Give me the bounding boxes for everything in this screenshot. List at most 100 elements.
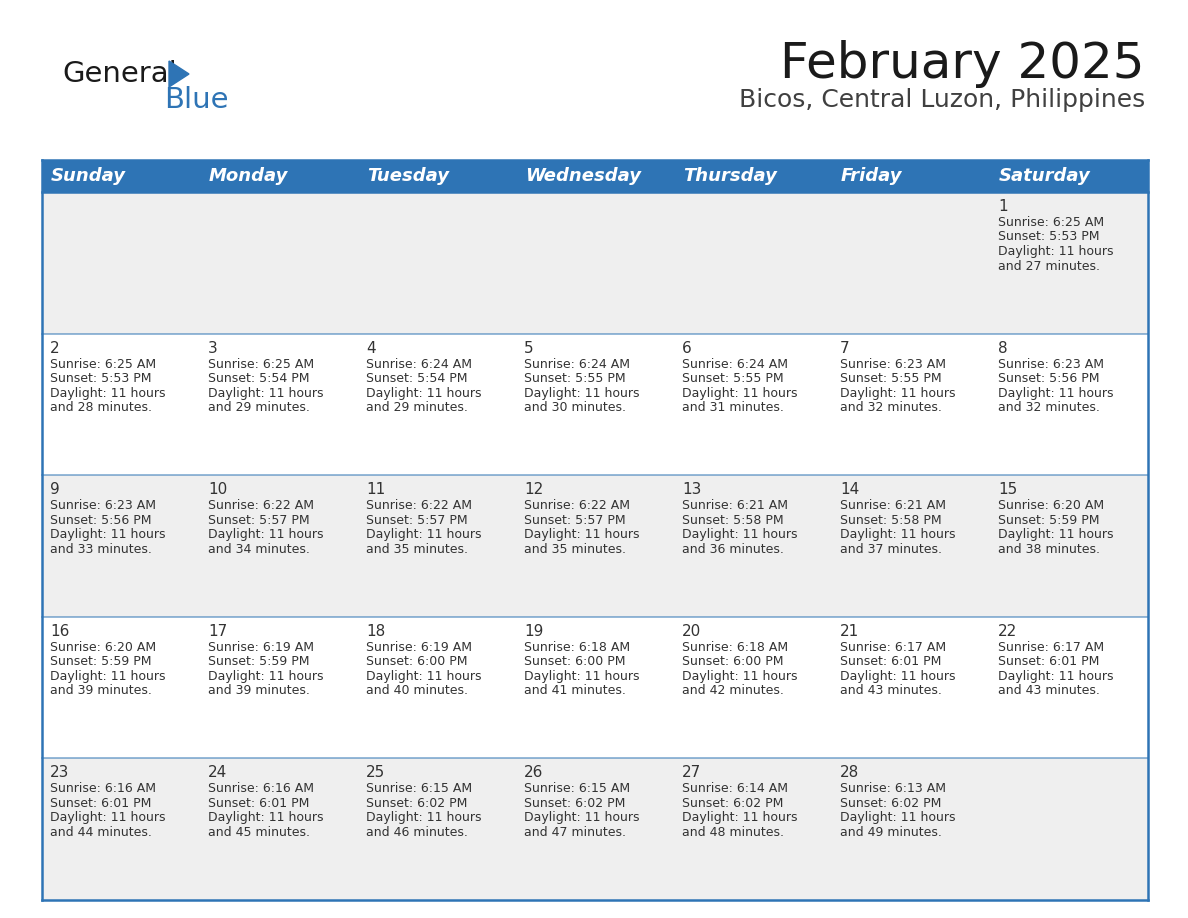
Text: Sunset: 6:01 PM: Sunset: 6:01 PM (998, 655, 1099, 668)
Text: 6: 6 (682, 341, 691, 355)
Text: and 41 minutes.: and 41 minutes. (524, 684, 626, 698)
Text: Sunset: 6:01 PM: Sunset: 6:01 PM (208, 797, 309, 810)
Bar (516, 758, 674, 900)
Text: Daylight: 11 hours: Daylight: 11 hours (840, 670, 955, 683)
Bar (516, 476, 674, 617)
Text: 1: 1 (998, 199, 1007, 214)
Text: 27: 27 (682, 766, 701, 780)
Bar (358, 758, 516, 900)
Bar (200, 192, 358, 333)
Text: Sunrise: 6:22 AM: Sunrise: 6:22 AM (366, 499, 472, 512)
Text: and 47 minutes.: and 47 minutes. (524, 826, 626, 839)
Text: Wednesday: Wednesday (525, 167, 642, 185)
Text: Blue: Blue (164, 86, 228, 114)
Text: 4: 4 (366, 341, 375, 355)
Text: Sunset: 5:55 PM: Sunset: 5:55 PM (682, 372, 784, 385)
Text: Daylight: 11 hours: Daylight: 11 hours (366, 528, 481, 542)
Bar (990, 617, 1148, 758)
Text: Daylight: 11 hours: Daylight: 11 hours (998, 386, 1113, 399)
Text: Daylight: 11 hours: Daylight: 11 hours (682, 386, 797, 399)
Bar (358, 192, 516, 333)
Bar (990, 160, 1148, 192)
Text: and 32 minutes.: and 32 minutes. (998, 401, 1100, 414)
Text: Daylight: 11 hours: Daylight: 11 hours (50, 812, 165, 824)
Text: Sunset: 6:02 PM: Sunset: 6:02 PM (366, 797, 467, 810)
Text: 14: 14 (840, 482, 859, 498)
Text: 3: 3 (208, 341, 217, 355)
Bar (358, 160, 516, 192)
Text: and 35 minutes.: and 35 minutes. (524, 543, 626, 555)
Text: Bicos, Central Luzon, Philippines: Bicos, Central Luzon, Philippines (739, 88, 1145, 112)
Bar (674, 617, 832, 758)
Text: Sunset: 5:56 PM: Sunset: 5:56 PM (50, 514, 152, 527)
Bar (832, 160, 990, 192)
Bar (832, 758, 990, 900)
Text: Sunset: 5:58 PM: Sunset: 5:58 PM (682, 514, 784, 527)
Text: Sunrise: 6:17 AM: Sunrise: 6:17 AM (840, 641, 946, 654)
Text: Monday: Monday (209, 167, 289, 185)
Bar (990, 192, 1148, 333)
Bar (42, 160, 200, 192)
Text: Daylight: 11 hours: Daylight: 11 hours (50, 528, 165, 542)
Text: Sunrise: 6:20 AM: Sunrise: 6:20 AM (998, 499, 1104, 512)
Text: and 42 minutes.: and 42 minutes. (682, 684, 784, 698)
Text: Sunset: 5:53 PM: Sunset: 5:53 PM (50, 372, 152, 385)
Text: Sunset: 5:58 PM: Sunset: 5:58 PM (840, 514, 942, 527)
Text: Sunrise: 6:17 AM: Sunrise: 6:17 AM (998, 641, 1104, 654)
Text: Daylight: 11 hours: Daylight: 11 hours (208, 670, 323, 683)
Text: Daylight: 11 hours: Daylight: 11 hours (682, 670, 797, 683)
Text: and 46 minutes.: and 46 minutes. (366, 826, 468, 839)
Text: Sunrise: 6:19 AM: Sunrise: 6:19 AM (208, 641, 314, 654)
Text: Sunset: 6:00 PM: Sunset: 6:00 PM (366, 655, 468, 668)
Bar (200, 617, 358, 758)
Bar (200, 333, 358, 476)
Text: Sunset: 6:01 PM: Sunset: 6:01 PM (840, 655, 941, 668)
Bar (42, 192, 200, 333)
Text: and 45 minutes.: and 45 minutes. (208, 826, 310, 839)
Text: 12: 12 (524, 482, 543, 498)
Text: Sunrise: 6:15 AM: Sunrise: 6:15 AM (524, 782, 630, 795)
Text: Sunrise: 6:22 AM: Sunrise: 6:22 AM (524, 499, 630, 512)
Text: Sunrise: 6:21 AM: Sunrise: 6:21 AM (840, 499, 946, 512)
Text: Daylight: 11 hours: Daylight: 11 hours (366, 386, 481, 399)
Text: and 36 minutes.: and 36 minutes. (682, 543, 784, 555)
Text: Sunrise: 6:25 AM: Sunrise: 6:25 AM (998, 216, 1104, 229)
Bar (516, 617, 674, 758)
Text: 28: 28 (840, 766, 859, 780)
Text: and 34 minutes.: and 34 minutes. (208, 543, 310, 555)
Bar (674, 192, 832, 333)
Bar (358, 476, 516, 617)
Text: Sunset: 5:57 PM: Sunset: 5:57 PM (208, 514, 310, 527)
Text: Sunrise: 6:24 AM: Sunrise: 6:24 AM (366, 358, 472, 371)
Bar (358, 617, 516, 758)
Text: Daylight: 11 hours: Daylight: 11 hours (840, 812, 955, 824)
Bar (516, 160, 674, 192)
Bar (674, 476, 832, 617)
Text: Sunrise: 6:23 AM: Sunrise: 6:23 AM (998, 358, 1104, 371)
Text: Sunset: 5:59 PM: Sunset: 5:59 PM (998, 514, 1100, 527)
Bar (832, 192, 990, 333)
Text: Daylight: 11 hours: Daylight: 11 hours (208, 386, 323, 399)
Text: 5: 5 (524, 341, 533, 355)
Bar (516, 192, 674, 333)
Text: Daylight: 11 hours: Daylight: 11 hours (840, 528, 955, 542)
Text: 24: 24 (208, 766, 227, 780)
Text: Sunrise: 6:21 AM: Sunrise: 6:21 AM (682, 499, 788, 512)
Text: and 48 minutes.: and 48 minutes. (682, 826, 784, 839)
Text: Daylight: 11 hours: Daylight: 11 hours (524, 670, 639, 683)
Text: and 37 minutes.: and 37 minutes. (840, 543, 942, 555)
Text: 11: 11 (366, 482, 385, 498)
Text: 21: 21 (840, 624, 859, 639)
Text: Sunset: 5:59 PM: Sunset: 5:59 PM (208, 655, 310, 668)
Text: Sunrise: 6:16 AM: Sunrise: 6:16 AM (208, 782, 314, 795)
Bar (832, 333, 990, 476)
Text: and 30 minutes.: and 30 minutes. (524, 401, 626, 414)
Text: 26: 26 (524, 766, 543, 780)
Text: Sunrise: 6:24 AM: Sunrise: 6:24 AM (524, 358, 630, 371)
Text: Sunset: 5:57 PM: Sunset: 5:57 PM (366, 514, 468, 527)
Bar (200, 476, 358, 617)
Text: and 39 minutes.: and 39 minutes. (50, 684, 152, 698)
Text: 25: 25 (366, 766, 385, 780)
Text: 7: 7 (840, 341, 849, 355)
Text: Daylight: 11 hours: Daylight: 11 hours (524, 528, 639, 542)
